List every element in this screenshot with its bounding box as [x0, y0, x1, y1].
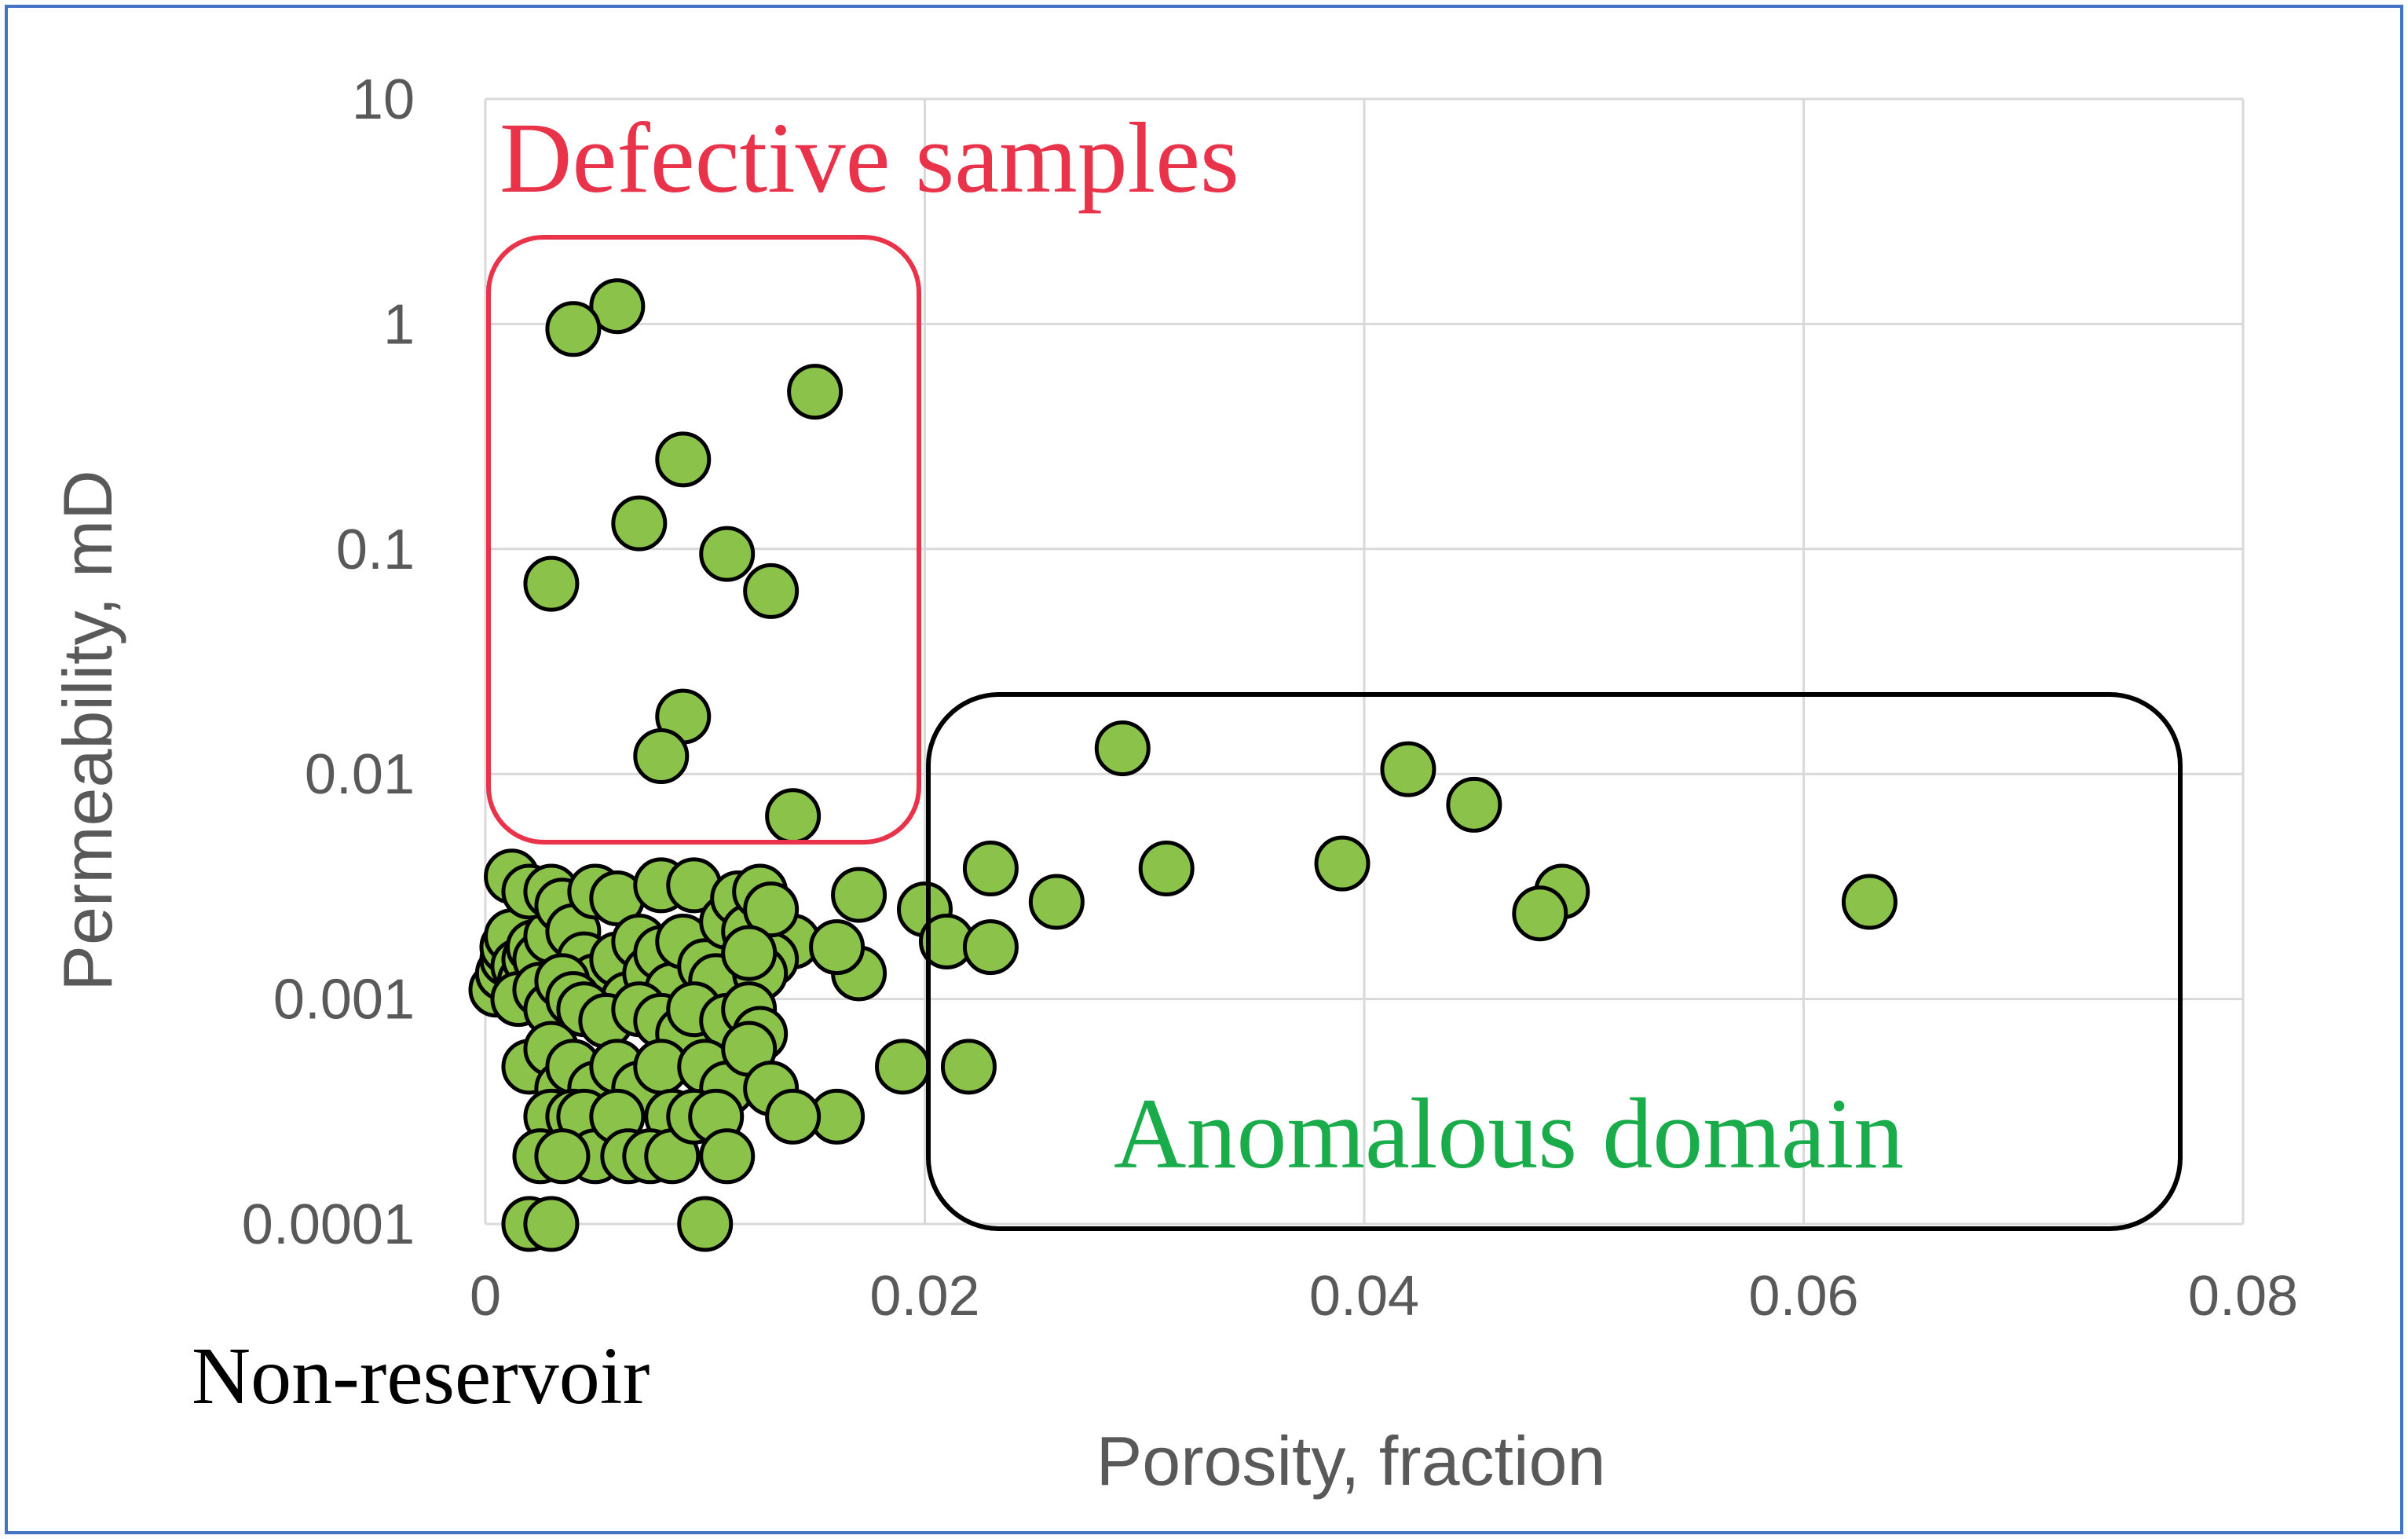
data-point	[699, 1128, 756, 1185]
data-point	[633, 728, 690, 785]
non-reservoir-label: Non-reservoir	[192, 1331, 650, 1421]
x-tick-label: 0.02	[869, 1265, 979, 1328]
y-tick-label: 0.01	[305, 743, 415, 806]
data-point	[1028, 874, 1085, 930]
data-point	[655, 431, 712, 488]
data-point	[743, 562, 800, 619]
data-point	[962, 919, 1019, 976]
data-point	[1138, 841, 1195, 897]
figure-border	[5, 5, 2403, 1534]
data-point	[589, 278, 646, 335]
data-point	[523, 1196, 580, 1252]
x-axis-title: Porosity, fraction	[1096, 1422, 1606, 1500]
y-tick-label: 0.001	[273, 969, 415, 1031]
data-point	[1094, 720, 1151, 777]
tick-labels: 0 0.02 0.04 0.06 0.08 10 1 0.1 0.01 0.001 0.0001	[242, 68, 2298, 1328]
data-point	[962, 841, 1019, 897]
data-point	[1446, 776, 1502, 833]
data-point	[787, 364, 844, 420]
data-point	[875, 1039, 931, 1095]
grid	[484, 97, 2245, 1226]
x-tick-label: 0.06	[1748, 1265, 1858, 1328]
y-tick-label: 0.0001	[242, 1193, 415, 1256]
data-point	[831, 867, 887, 923]
data-point	[765, 1088, 822, 1145]
y-tick-label: 0.1	[336, 518, 415, 581]
x-tick-label: 0	[470, 1265, 501, 1328]
data-point	[743, 881, 800, 938]
data-point	[765, 788, 822, 845]
data-point	[699, 526, 756, 582]
data-point	[1841, 874, 1897, 930]
data-point	[677, 1196, 734, 1252]
data-point	[523, 555, 580, 612]
data-point	[1512, 885, 1568, 942]
x-tick-label: 0.08	[2188, 1265, 2298, 1328]
y-tick-label: 10	[352, 68, 415, 131]
data-point	[534, 1128, 591, 1185]
anomalous-domain-box	[926, 692, 2183, 1231]
data-point	[1314, 835, 1371, 892]
anomalous-domain-label: Anomalous domain	[1114, 1078, 1904, 1189]
defective-samples-label: Defective samples	[500, 102, 1239, 214]
data-point	[940, 1039, 997, 1095]
y-axis-title: Permeability, mD	[49, 470, 126, 991]
data-point	[545, 301, 602, 357]
defective-samples-box	[486, 235, 921, 845]
scatter-points	[468, 278, 1897, 1252]
y-tick-label: 1	[383, 293, 415, 356]
data-point	[611, 495, 668, 551]
data-point	[721, 925, 778, 981]
data-point	[809, 919, 865, 976]
x-tick-label: 0.04	[1309, 1265, 1419, 1328]
data-point	[1380, 741, 1436, 797]
